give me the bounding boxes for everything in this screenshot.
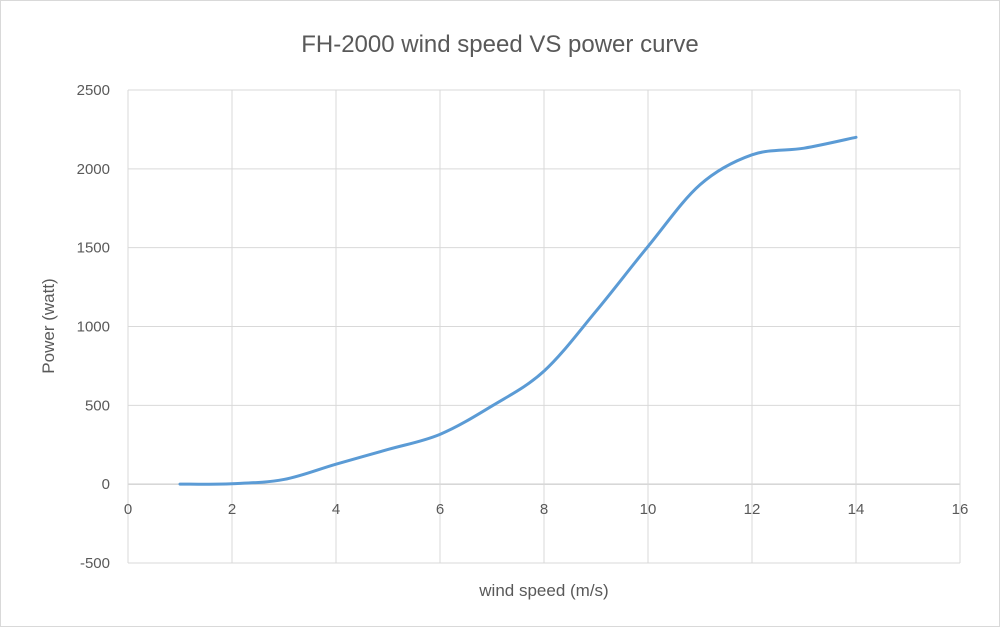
chart-title: FH-2000 wind speed VS power curve — [301, 31, 699, 58]
x-tick-label: 16 — [952, 501, 969, 518]
y-tick-label: 1000 — [77, 319, 110, 336]
y-tick-label: 0 — [102, 476, 110, 493]
x-axis-label: wind speed (m/s) — [478, 581, 608, 600]
y-tick-labels: -500 0 500 1000 1500 2000 2500 — [77, 82, 110, 572]
x-tick-label: 8 — [540, 501, 548, 518]
y-tick-label: 2500 — [77, 82, 110, 99]
x-tick-label: 10 — [640, 501, 657, 518]
y-tick-label: 500 — [85, 397, 110, 414]
x-tick-labels: 0 2 4 6 8 10 12 14 16 — [124, 501, 969, 518]
x-tick-label: 0 — [124, 501, 132, 518]
series-line-power — [178, 135, 858, 486]
y-axis-label: Power (watt) — [39, 278, 58, 373]
x-tick-label: 12 — [744, 501, 761, 518]
x-tick-label: 6 — [436, 501, 444, 518]
series-layer — [178, 135, 858, 486]
gridlines — [127, 89, 961, 564]
y-tick-label: 1500 — [77, 240, 110, 257]
y-tick-label: 2000 — [77, 161, 110, 178]
y-tick-label: -500 — [80, 555, 110, 572]
x-tick-label: 4 — [332, 501, 340, 518]
x-tick-label: 2 — [228, 501, 236, 518]
x-tick-label: 14 — [848, 501, 865, 518]
